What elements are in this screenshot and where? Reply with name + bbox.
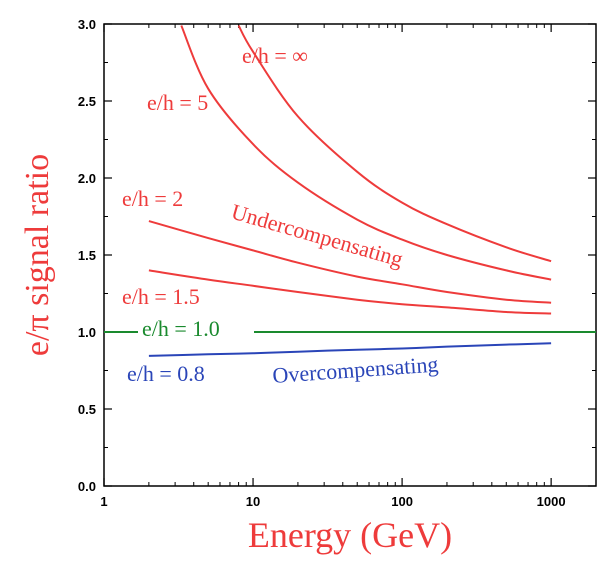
series-label-5: e/h = 5	[147, 90, 208, 115]
series-label-0-8: e/h = 0.8	[127, 361, 205, 386]
annotation-undercompensating: Undercompensating	[229, 199, 406, 272]
y-tick-label: 0.0	[78, 479, 96, 494]
y-tick-label: 0.5	[78, 402, 96, 417]
series-label-inf: e/h = ∞	[242, 43, 308, 68]
y-tick-label: 1.0	[78, 325, 96, 340]
x-tick-label: 1	[100, 494, 107, 509]
y-tick-label: 1.5	[78, 248, 96, 263]
series-label-1-5: e/h = 1.5	[122, 284, 200, 309]
y-tick-label: 3.0	[78, 17, 96, 32]
series-label-1-0: e/h = 1.0	[142, 316, 220, 341]
x-axis-title: Energy (GeV)	[248, 515, 452, 555]
y-tick-label: 2.0	[78, 171, 96, 186]
y-tick-label: 2.5	[78, 94, 96, 109]
series-line-2	[148, 220, 552, 304]
x-tick-label: 10	[246, 494, 260, 509]
series-line-1	[180, 25, 552, 281]
x-tick-label: 100	[391, 494, 413, 509]
series-line-3	[148, 269, 552, 315]
axis-ticks: 0.0 0.5 1.0 1.5 2.0 2.5 3.0 1 10 100 1000	[78, 17, 597, 509]
annotation-overcompensating: Overcompensating	[272, 351, 440, 388]
series-label-1-0-background	[138, 315, 254, 341]
series-label-2: e/h = 2	[122, 186, 183, 211]
series-line-5	[148, 342, 552, 357]
y-axis-title: e/π signal ratio	[19, 154, 56, 356]
series-line-0	[237, 25, 552, 263]
x-tick-label: 1000	[537, 494, 566, 509]
